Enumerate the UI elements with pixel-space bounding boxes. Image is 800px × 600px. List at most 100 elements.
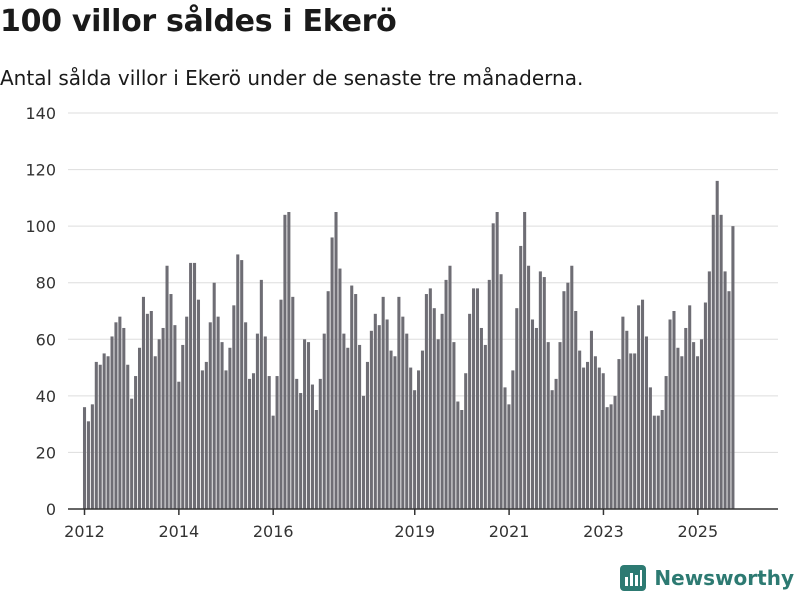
bar (263, 336, 267, 509)
bar (554, 378, 558, 509)
bar (460, 410, 464, 509)
bar (715, 180, 719, 509)
bar (350, 285, 354, 509)
bar (420, 350, 425, 509)
bar (424, 294, 428, 509)
bar (719, 214, 723, 510)
bar (495, 212, 499, 509)
bar (574, 311, 578, 509)
bar (342, 333, 346, 509)
bar (295, 378, 299, 509)
bar (440, 313, 444, 509)
bar (208, 322, 212, 509)
bar (711, 214, 715, 510)
bar (597, 367, 601, 509)
bar (189, 262, 193, 509)
y-tick-label: 120 (25, 161, 56, 180)
bar (193, 262, 197, 509)
bar (499, 274, 503, 509)
bar (676, 347, 680, 509)
bar (707, 271, 711, 509)
bar (393, 356, 397, 509)
bar (629, 353, 633, 509)
bar (354, 294, 358, 509)
bar (361, 395, 366, 509)
bar (432, 308, 436, 509)
bar (684, 327, 688, 509)
bar (251, 373, 256, 509)
bar (212, 282, 216, 509)
x-tick-label: 2012 (64, 522, 105, 541)
bar (444, 279, 448, 509)
bar (134, 376, 138, 509)
y-tick-label: 100 (25, 217, 56, 236)
bar (271, 415, 275, 509)
y-tick-label: 80 (36, 274, 56, 293)
bar (538, 271, 542, 509)
bar (204, 361, 208, 509)
bar (244, 322, 248, 509)
bar (428, 288, 432, 509)
bar (511, 370, 515, 509)
bar (165, 265, 169, 509)
bar (358, 344, 362, 509)
bar (330, 237, 334, 509)
bar (558, 342, 562, 509)
x-tick-label: 2025 (677, 522, 718, 541)
bar (157, 339, 161, 509)
chart-subtitle: Antal sålda villor i Ekerö under de sena… (0, 66, 584, 90)
bar (644, 336, 649, 509)
bar (98, 364, 102, 509)
bar (377, 325, 381, 509)
bar (118, 316, 122, 509)
bar (381, 296, 385, 509)
bar (310, 384, 314, 509)
bar (126, 364, 130, 509)
bar (633, 353, 637, 509)
bar (153, 356, 157, 509)
x-tick-label: 2023 (583, 522, 624, 541)
bar (240, 260, 244, 509)
bar (279, 299, 283, 509)
bar (338, 268, 342, 509)
bar (232, 305, 236, 509)
bar (248, 378, 252, 509)
bar (648, 387, 652, 509)
bar (173, 325, 177, 509)
bar (137, 347, 142, 509)
bar (385, 319, 389, 509)
chart-title: 100 villor såldes i Ekerö (0, 4, 397, 39)
bar (299, 393, 303, 509)
bar (523, 212, 527, 509)
bar (436, 339, 440, 509)
bar (609, 404, 613, 509)
bar (86, 421, 90, 509)
bar (318, 378, 322, 509)
bar (169, 294, 173, 509)
bar (472, 288, 476, 509)
bar (365, 361, 369, 509)
y-tick-label: 0 (46, 500, 56, 519)
bar (303, 339, 307, 509)
bar (110, 336, 114, 509)
bar (224, 370, 228, 509)
x-tick-label: 2016 (253, 522, 294, 541)
bar (696, 356, 700, 509)
bar (322, 333, 326, 509)
brand-logo: Newsworthy (620, 564, 794, 592)
bar (617, 359, 621, 509)
bar (507, 404, 511, 509)
value-annotation: 100 (775, 0, 800, 4)
bar (122, 327, 126, 509)
bar (570, 265, 574, 509)
bar (346, 347, 350, 509)
bar (397, 296, 401, 509)
bar (672, 311, 676, 509)
bar (621, 316, 625, 509)
bar (389, 350, 393, 509)
bar (664, 376, 668, 509)
bar (527, 265, 531, 509)
bar (637, 305, 641, 509)
y-tick-label: 20 (36, 443, 56, 462)
bar (585, 361, 590, 509)
